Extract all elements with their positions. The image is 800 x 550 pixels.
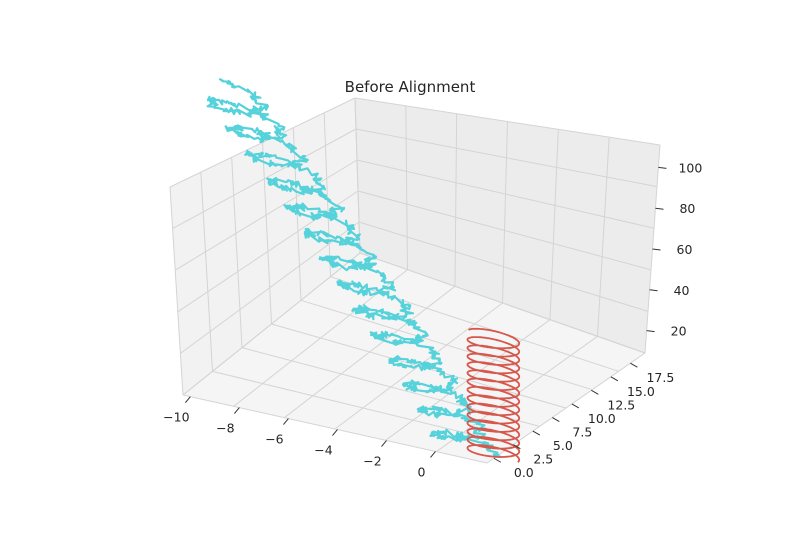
z-tick: [658, 166, 667, 169]
series-layer: [206, 77, 521, 463]
z-tick: [655, 207, 664, 210]
y-tick-label: 7.5: [572, 425, 592, 440]
z-tick-label: 100: [678, 160, 702, 175]
x-tick-label: −10: [163, 410, 189, 425]
wall-vert-left: [292, 127, 302, 301]
y-tick: [493, 457, 502, 463]
x-tick-label: −6: [265, 432, 283, 447]
z-tick-label: 80: [679, 201, 695, 216]
wall-vert-left: [169, 186, 184, 396]
z-tick-label: 40: [674, 283, 690, 298]
y-tick-label: 12.5: [607, 397, 635, 412]
y-tick: [591, 389, 599, 395]
axis-ticks: −10 −8 −6 −4 −2 0 0.02.55.07.510.012.515.017.5…: [163, 160, 702, 480]
x-tick-label: −4: [314, 443, 332, 458]
series-line-1: [466, 327, 521, 463]
y-tick-label: 2.5: [533, 452, 553, 467]
wall-vert-right: [502, 121, 508, 304]
wall-vert-left: [200, 172, 213, 372]
wall-vert-left: [262, 142, 272, 325]
y-tick: [571, 403, 580, 409]
y-tick-label: 5.0: [553, 438, 573, 453]
y-tick-label: 15.0: [627, 384, 655, 399]
z-tick-label: 20: [671, 324, 687, 339]
pane-y: [355, 98, 660, 353]
y-tick: [630, 362, 638, 368]
x-tick: [283, 418, 289, 425]
x-tick: [184, 396, 191, 403]
x-tick: [234, 407, 240, 414]
wall-vert-right: [405, 105, 408, 270]
y-tick: [610, 376, 619, 382]
y-tick-label: 0.0: [514, 465, 534, 480]
x-tick-label: −8: [216, 421, 234, 436]
wall-vert-right: [597, 137, 610, 337]
z-tick: [649, 289, 658, 292]
y-tick-label: 10.0: [588, 411, 616, 426]
wall-vert-right: [454, 113, 458, 287]
y-tick: [552, 417, 560, 422]
y-tick-label: 17.5: [646, 370, 674, 385]
z-tick: [646, 330, 655, 333]
axis-panes: [170, 98, 660, 463]
x-tick-label: −2: [363, 454, 381, 469]
x-tick: [332, 429, 338, 436]
x-tick: [381, 440, 387, 447]
z-tick: [652, 248, 661, 251]
series-line-0: [206, 77, 502, 458]
pane-floor: [183, 253, 645, 463]
z-tick-label: 60: [677, 242, 693, 257]
x-tick: [430, 451, 436, 458]
y-tick: [513, 444, 521, 450]
wall-vert-right: [549, 129, 559, 320]
chart-title: Before Alignment: [345, 78, 476, 96]
wall-vert-left: [323, 112, 331, 277]
x-tick-label: 0: [418, 464, 426, 479]
wall-vert-left: [354, 97, 361, 254]
pane-x: [170, 98, 360, 395]
y-tick: [532, 430, 541, 436]
wall-vert-left: [231, 157, 243, 348]
